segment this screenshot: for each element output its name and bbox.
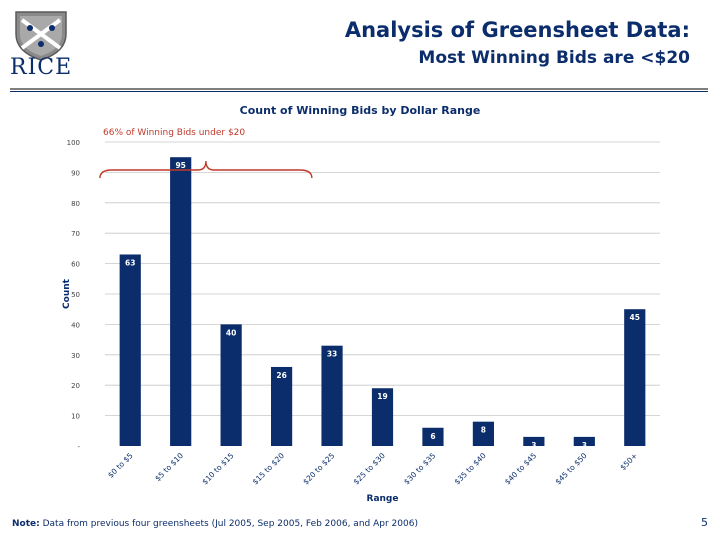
bar-value-label: 8 (481, 426, 486, 435)
x-tick-label: $50+ (618, 451, 639, 472)
x-tick-label: $45 to $50 (553, 451, 588, 486)
x-tick-label: $5 to $10 (153, 451, 185, 483)
bar (170, 157, 192, 446)
header-divider-accent (10, 91, 708, 92)
y-axis-ticks: - 10 20 30 40 50 60 70 80 90 100 (67, 139, 81, 451)
y-tick-label: 10 (71, 413, 80, 421)
bar (371, 388, 394, 446)
x-axis-ticks: $0 to $5 $5 to $10 $10 to $15 $15 to $20 $20… (106, 451, 639, 486)
y-tick-label: 50 (71, 291, 80, 299)
bar-value-label: 3 (531, 441, 536, 450)
bar-value-label: 26 (276, 371, 286, 380)
x-tick-label: $20 to $25 (301, 451, 336, 486)
chart-bars (119, 157, 646, 446)
bar (523, 436, 545, 446)
annotation-bracket (99, 160, 313, 179)
x-axis-label: Range (367, 494, 399, 504)
slide-subtitle: Most Winning Bids are <$20 (418, 48, 690, 68)
bar-value-label: 19 (377, 392, 387, 401)
header-divider (10, 88, 708, 90)
bar-value-label: 33 (327, 350, 337, 359)
bar-chart: Count of Winning Bids by Dollar Range - 1… (62, 104, 660, 504)
footnote: Note: Data from previous four greensheet… (12, 519, 418, 529)
bar (472, 421, 495, 446)
x-tick-label: $0 to $5 (106, 451, 135, 480)
x-tick-label: $35 to $40 (453, 451, 488, 486)
rice-shield-logo (15, 11, 67, 61)
bar-value-label: 63 (125, 258, 135, 267)
rice-logo-wordmark: RICE (10, 55, 73, 80)
bar (422, 427, 444, 446)
bar-value-label: 3 (582, 441, 587, 450)
bar-value-label: 45 (630, 313, 640, 322)
bar-value-label: 40 (226, 328, 236, 337)
bar (119, 254, 141, 446)
y-tick-label: 100 (67, 139, 80, 147)
x-tick-label: $25 to $30 (352, 451, 387, 486)
bar (573, 436, 595, 446)
y-tick-label: 70 (71, 230, 80, 238)
x-tick-label: $30 to $35 (402, 451, 437, 486)
y-tick-label: 80 (71, 200, 80, 208)
bar-value-label: 6 (430, 432, 435, 441)
y-axis-label: Count (62, 278, 72, 309)
bar (624, 309, 646, 446)
footnote-text: Data from previous four greensheets (Jul… (42, 519, 418, 529)
bar (220, 324, 242, 446)
annotation-text: 66% of Winning Bids under $20 (103, 128, 245, 138)
bar (321, 345, 343, 446)
chart-title: Count of Winning Bids by Dollar Range (240, 104, 481, 117)
bar (270, 366, 293, 446)
chart-annotation: 66% of Winning Bids under $20 (99, 128, 313, 179)
page-number: 5 (701, 516, 708, 529)
y-tick-label: - (77, 443, 80, 451)
y-tick-label: 20 (71, 382, 80, 390)
footnote-label: Note: (12, 519, 40, 529)
y-tick-label: 90 (71, 169, 80, 177)
y-tick-label: 60 (71, 261, 80, 269)
bar-value-label: 95 (175, 161, 185, 170)
y-tick-label: 40 (71, 321, 80, 329)
x-tick-label: $10 to $15 (200, 451, 235, 486)
slide-title: Analysis of Greensheet Data: (344, 18, 690, 42)
x-tick-label: $40 to $45 (503, 451, 538, 486)
y-tick-label: 30 (71, 352, 80, 360)
x-tick-label: $15 to $20 (251, 451, 286, 486)
